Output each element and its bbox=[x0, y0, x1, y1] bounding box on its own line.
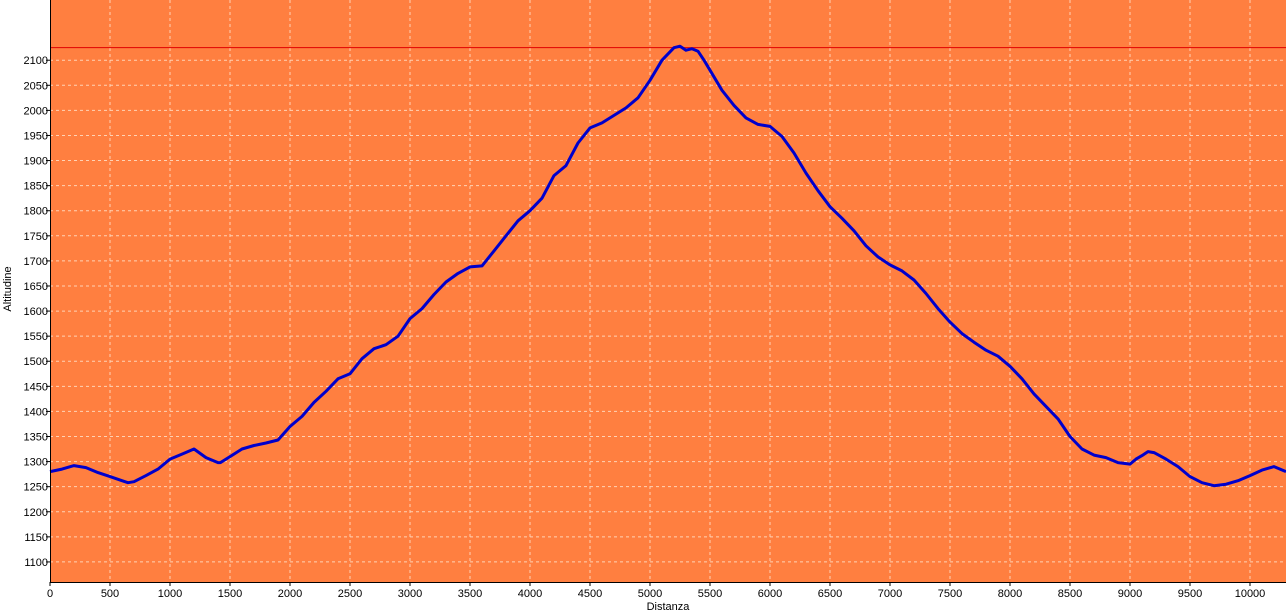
x-tick-label: 7000 bbox=[878, 588, 902, 600]
y-tick-label: 1700 bbox=[24, 256, 48, 268]
y-tick-label: 1600 bbox=[24, 306, 48, 318]
y-tick-label: 1350 bbox=[24, 432, 48, 444]
y-tick-label: 1900 bbox=[24, 156, 48, 168]
y-tick-label: 1450 bbox=[24, 381, 48, 393]
x-tick-label: 1000 bbox=[158, 588, 182, 600]
x-tick-label: 8000 bbox=[998, 588, 1022, 600]
y-tick-label: 1150 bbox=[24, 532, 48, 544]
x-tick-label: 6500 bbox=[818, 588, 842, 600]
series-line bbox=[49, 44, 1286, 488]
y-tick-label: 1550 bbox=[24, 331, 48, 343]
y-tick-label: 1400 bbox=[24, 406, 48, 418]
y-tick-label: 2050 bbox=[24, 80, 48, 92]
y-tick-label: 1250 bbox=[24, 482, 48, 494]
x-tick-label: 7500 bbox=[938, 588, 962, 600]
x-tick-label: 5500 bbox=[698, 588, 722, 600]
x-tick-label: 2500 bbox=[338, 588, 362, 600]
x-tick-label: 1500 bbox=[218, 588, 242, 600]
x-tick-label: 2000 bbox=[278, 588, 302, 600]
y-tick-label: 1300 bbox=[24, 457, 48, 469]
x-tick-label: 10000 bbox=[1235, 588, 1266, 600]
y-tick-label: 1500 bbox=[24, 356, 48, 368]
plot-area bbox=[50, 0, 1286, 582]
x-tick-label: 3500 bbox=[458, 588, 482, 600]
x-tick-label: 9000 bbox=[1118, 588, 1142, 600]
x-tick-label: 4000 bbox=[518, 588, 542, 600]
x-tick-label: 6000 bbox=[758, 588, 782, 600]
y-tick-label: 2100 bbox=[24, 55, 48, 67]
x-tick-label: 3000 bbox=[398, 588, 422, 600]
x-tick-label: 4500 bbox=[578, 588, 602, 600]
x-tick-label: 5000 bbox=[638, 588, 662, 600]
x-axis-label: Distanza bbox=[647, 601, 691, 613]
y-tick-label: 1950 bbox=[24, 130, 48, 142]
x-tick-label: 9500 bbox=[1178, 588, 1202, 600]
y-tick-label: 1100 bbox=[24, 557, 48, 569]
axes bbox=[50, 0, 1286, 583]
grid bbox=[50, 0, 1286, 582]
y-tick-label: 1850 bbox=[24, 181, 48, 193]
y-tick-label: 2000 bbox=[24, 105, 48, 117]
x-tick-label: 500 bbox=[101, 588, 119, 600]
y-tick-label: 1800 bbox=[24, 206, 48, 218]
y-axis-ticks: 1100 1150 1200 1250 1300 1350 1400 1450 1500 1550… bbox=[24, 55, 50, 569]
y-tick-label: 1650 bbox=[24, 281, 48, 293]
y-tick-label: 1200 bbox=[24, 507, 48, 519]
x-axis-ticks: 0 500 1000 1500 2000 2500 3000 3500 4000 4500 5000… bbox=[47, 582, 1265, 600]
y-axis-label: Altitudine bbox=[2, 266, 14, 311]
x-tick-label: 0 bbox=[47, 588, 53, 600]
y-tick-label: 1750 bbox=[24, 231, 48, 243]
x-tick-label: 8500 bbox=[1058, 588, 1082, 600]
